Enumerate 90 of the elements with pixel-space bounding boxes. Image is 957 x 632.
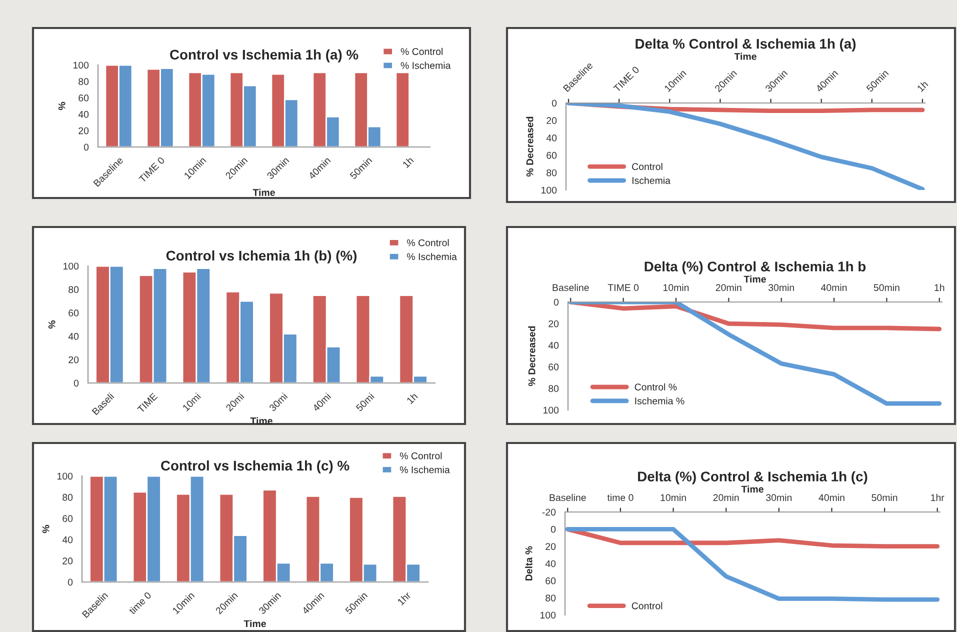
- y-tick-label: 0: [68, 578, 73, 586]
- line-series: [565, 526, 940, 602]
- x-tick-label: time 0: [607, 494, 634, 502]
- x-tick-label: 20min: [713, 494, 739, 502]
- x-tick-label: 40min: [821, 284, 847, 292]
- x-tick-label: Baseline: [550, 494, 586, 502]
- x-tick-label: 50min: [872, 494, 898, 502]
- x-tick-label: time 0: [128, 591, 152, 615]
- legend-label: % Control: [407, 239, 449, 246]
- x-tick-label: 40min: [818, 494, 844, 502]
- legend-label: Control: [632, 602, 662, 610]
- x-tick-label: 20min: [716, 284, 742, 292]
- y-tick-label: 20: [546, 117, 557, 124]
- y-tick-label: 60: [546, 152, 557, 159]
- x-tick-label: 30min: [766, 494, 792, 502]
- y-axis-title: Delta %: [525, 546, 532, 580]
- x-tick-label: 50min: [874, 284, 900, 292]
- y-tick-label: 100: [540, 612, 556, 619]
- y-axis-title: %: [58, 102, 66, 110]
- x-tick-label: 30min: [768, 284, 794, 292]
- x-tick-label: 1hr: [931, 494, 944, 501]
- y-tick-label: 80: [68, 286, 79, 294]
- chart-title: Control vs Ischemia 1h (a) %: [170, 49, 358, 62]
- y-tick-label: 100: [57, 472, 73, 480]
- x-tick-label: 1h: [916, 80, 928, 92]
- y-tick-label: 100: [541, 186, 557, 194]
- x-tick-label: TIME 0: [608, 284, 639, 292]
- y-tick-label: 60: [546, 577, 556, 584]
- y-tick-label: 80: [78, 78, 89, 86]
- y-tick-label: 20: [62, 558, 73, 564]
- x-axis-title: Time: [734, 52, 756, 60]
- chart-title: Delta % Control & Ischemia 1h (a): [636, 38, 856, 52]
- y-tick-label: 40: [546, 134, 557, 142]
- legend-label: Control: [632, 162, 662, 170]
- chart-title: Delta (%) Control & Ischemia 1h (c): [638, 471, 868, 484]
- x-axis-title: Time: [741, 485, 764, 493]
- y-tick-label: 80: [62, 494, 73, 501]
- y-tick-label: -20: [542, 508, 556, 516]
- y-tick-label: 40: [545, 560, 556, 568]
- chart-title: Control vs Ischemia 1h (c) %: [161, 460, 350, 474]
- y-tick-label: 80: [546, 169, 557, 176]
- y-tick-label: 0: [550, 526, 556, 533]
- y-tick-label: 0: [552, 100, 557, 107]
- legend-label: % Ischemia: [400, 62, 451, 69]
- legend-label: % Control: [400, 452, 442, 460]
- x-axis-title: Time: [244, 620, 266, 628]
- bar: [395, 72, 410, 147]
- legend-label: % Ischemia: [407, 252, 457, 260]
- y-tick-label: 0: [554, 298, 559, 306]
- x-tick-label: 1h: [402, 156, 414, 168]
- x-tick-label: 1hr: [396, 591, 412, 606]
- legend-label: % Ischemia: [400, 466, 450, 474]
- y-tick-label: 20: [78, 127, 89, 134]
- y-axis-title: % Decreased: [528, 326, 536, 386]
- x-axis-title: Time: [250, 417, 272, 424]
- y-tick-label: 60: [548, 364, 559, 370]
- y-tick-label: 20: [548, 320, 559, 328]
- y-tick-label: 60: [78, 94, 89, 102]
- y-tick-label: 40: [78, 110, 89, 118]
- y-axis-title: % Decreased: [526, 116, 534, 177]
- y-tick-label: 60: [68, 310, 79, 316]
- y-tick-label: 80: [548, 385, 559, 392]
- x-tick-label: 1h: [934, 284, 944, 291]
- y-tick-label: 100: [543, 406, 559, 414]
- legend-label: Ischemia %: [635, 397, 684, 404]
- x-tick-label: Baseline: [552, 284, 589, 292]
- y-tick-label: 40: [68, 332, 79, 340]
- legend-label: Ischemia: [632, 176, 670, 184]
- y-tick-label: 20: [68, 356, 79, 364]
- y-tick-label: 100: [63, 262, 79, 270]
- y-tick-label: 0: [84, 144, 89, 151]
- x-axis-title: Time: [252, 188, 275, 196]
- y-axis-title: %: [42, 524, 50, 534]
- line-series: [566, 103, 925, 190]
- y-tick-label: 20: [546, 543, 556, 550]
- y-tick-label: 0: [74, 380, 79, 387]
- y-axis-title: %: [48, 320, 56, 329]
- y-tick-label: 80: [546, 594, 556, 602]
- x-tick-label: 1h: [406, 392, 418, 404]
- y-tick-label: 100: [73, 62, 89, 69]
- legend-label: % Control: [400, 48, 443, 56]
- y-tick-label: 40: [62, 536, 73, 544]
- y-tick-label: 40: [548, 342, 559, 349]
- y-tick-label: 60: [62, 515, 73, 522]
- chart-title: Delta (%) Control & Ischemia 1h b: [644, 261, 866, 274]
- legend-label: Control %: [634, 383, 677, 390]
- chart-title: Control vs Ichemia 1h (b) (%): [166, 250, 357, 264]
- x-tick-label: 10min: [660, 494, 686, 502]
- x-axis-title: Time: [744, 275, 766, 283]
- x-tick-label: 10min: [663, 284, 689, 292]
